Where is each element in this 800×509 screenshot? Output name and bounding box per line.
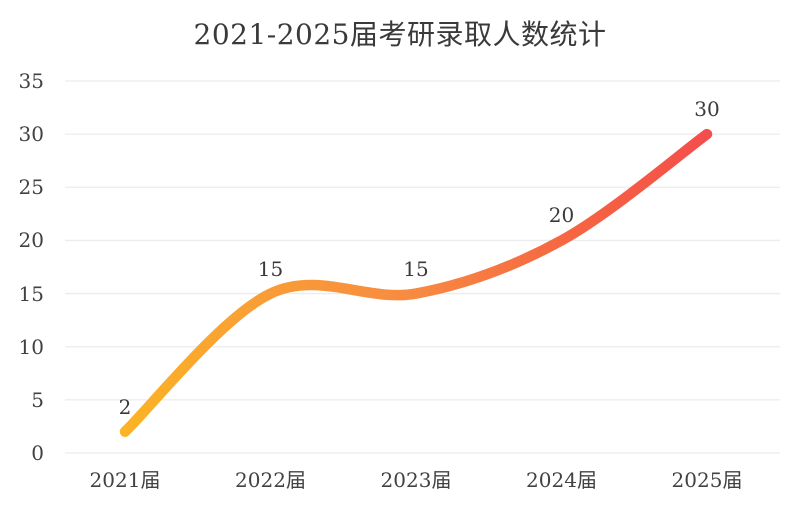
- y-tick-label: 20: [18, 228, 44, 253]
- y-tick-label: 25: [18, 175, 44, 200]
- x-tick-label: 2021届: [89, 468, 161, 492]
- x-tick-label: 2023届: [380, 468, 452, 492]
- data-point-label: 20: [548, 203, 575, 228]
- x-tick-label: 2022届: [235, 468, 306, 492]
- data-point-label: 2: [118, 394, 132, 419]
- data-point-label: 15: [257, 256, 284, 281]
- series-line: [119, 128, 713, 437]
- y-tick-label: 30: [18, 122, 44, 147]
- y-tick-label: 10: [18, 334, 44, 359]
- y-tick-label: 5: [31, 387, 44, 412]
- y-tick-label: 35: [18, 69, 44, 93]
- gridlines: [65, 80, 780, 454]
- y-tick-label: 15: [18, 281, 44, 306]
- x-tick-label: 2024届: [526, 468, 597, 492]
- chart-title: 2021-2025届考研录取人数统计: [193, 18, 607, 51]
- x-tick-label: 2025届: [671, 468, 743, 492]
- data-point-label: 15: [403, 256, 429, 281]
- data-point-label: 30: [694, 97, 720, 122]
- y-tick-label: 0: [31, 441, 44, 465]
